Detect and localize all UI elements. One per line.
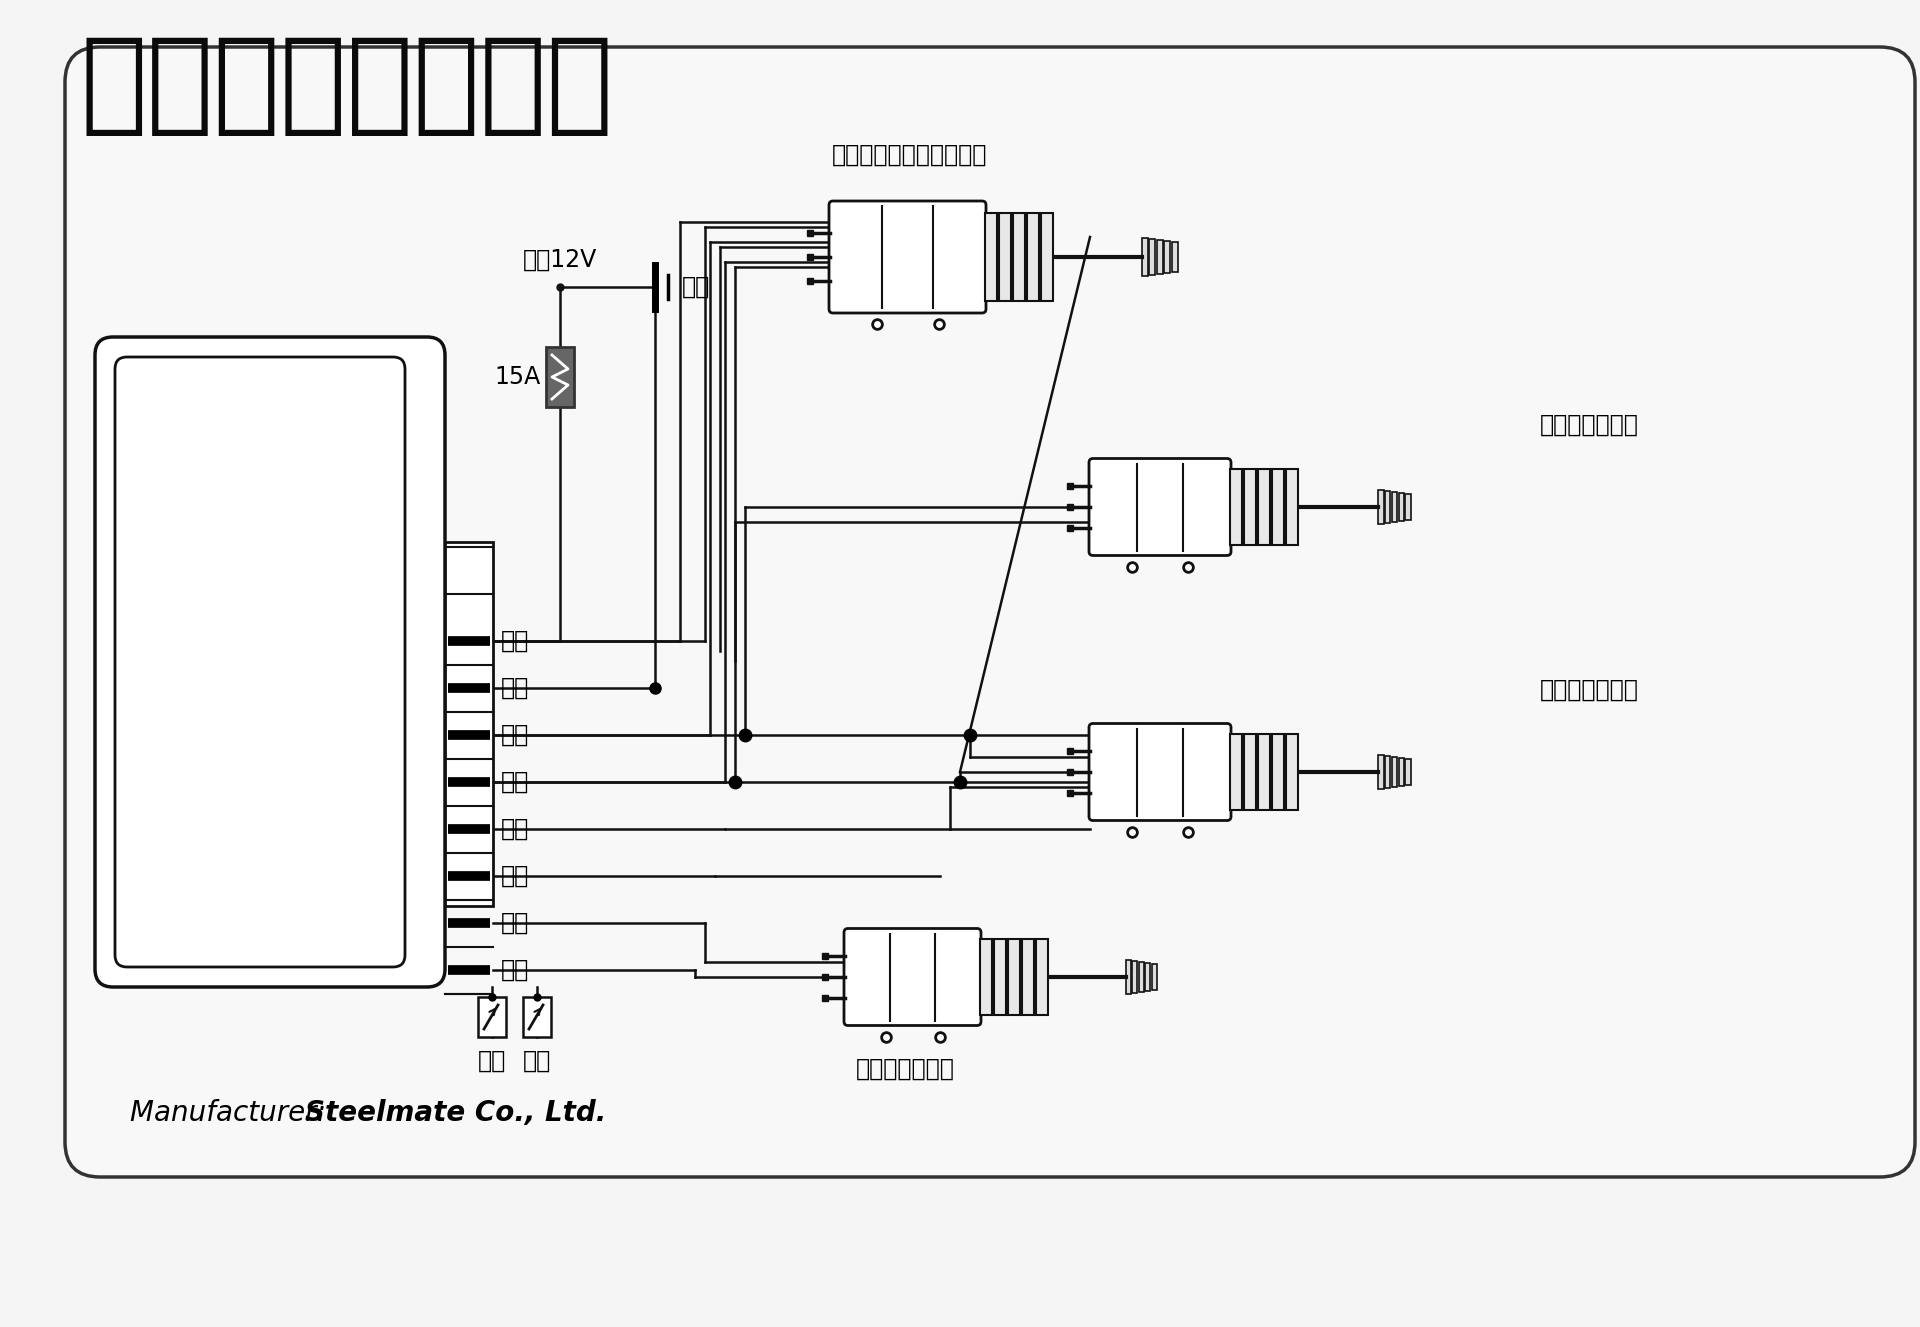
Bar: [1150, 239, 1156, 275]
Bar: [1152, 963, 1156, 990]
Text: 绿色: 绿色: [501, 723, 530, 747]
Text: 电池12V: 电池12V: [522, 248, 597, 272]
Bar: [1014, 214, 1025, 301]
Text: 白色: 白色: [501, 864, 530, 888]
Bar: [1027, 214, 1039, 301]
Bar: [1231, 468, 1242, 545]
Bar: [1125, 961, 1131, 994]
Bar: [1379, 491, 1384, 524]
Bar: [1286, 734, 1298, 809]
Text: 开锁: 开锁: [478, 1050, 507, 1074]
Bar: [1156, 240, 1164, 275]
Bar: [1392, 756, 1398, 787]
Bar: [1271, 734, 1284, 809]
Text: 关锁: 关锁: [522, 1050, 551, 1074]
Bar: [1041, 214, 1052, 301]
Bar: [1139, 962, 1144, 993]
Bar: [1037, 940, 1048, 1015]
Bar: [1405, 494, 1411, 520]
Bar: [1021, 940, 1035, 1015]
Text: Steelmate Co., Ltd.: Steelmate Co., Ltd.: [305, 1099, 607, 1127]
Text: 15A: 15A: [495, 365, 541, 389]
Bar: [1384, 756, 1390, 788]
Bar: [1144, 963, 1150, 991]
Text: 启动器马达后门: 启动器马达后门: [1540, 678, 1640, 702]
Bar: [1008, 940, 1020, 1015]
Bar: [1171, 242, 1177, 272]
Text: 接地: 接地: [682, 275, 710, 299]
FancyBboxPatch shape: [94, 337, 445, 987]
Text: 红色: 红色: [501, 629, 530, 653]
Text: 蓝色: 蓝色: [501, 770, 530, 794]
Bar: [1244, 734, 1256, 809]
Text: 启动器马达前门: 启动器马达前门: [856, 1058, 954, 1082]
Text: 启动器马达后门: 启动器马达后门: [1540, 413, 1640, 437]
FancyBboxPatch shape: [1089, 723, 1231, 820]
Bar: [998, 214, 1012, 301]
Text: 黑色: 黑色: [501, 675, 530, 701]
Bar: [1286, 468, 1298, 545]
Bar: [1398, 492, 1404, 522]
FancyBboxPatch shape: [829, 200, 987, 313]
Bar: [445, 541, 493, 906]
Bar: [1384, 491, 1390, 523]
FancyBboxPatch shape: [1089, 459, 1231, 556]
Bar: [1271, 468, 1284, 545]
FancyBboxPatch shape: [115, 357, 405, 967]
Bar: [1133, 961, 1137, 993]
Text: 中控锁接线示意图: 中控锁接线示意图: [81, 32, 612, 139]
Bar: [1405, 759, 1411, 786]
Bar: [522, 997, 551, 1036]
Bar: [478, 997, 507, 1036]
Bar: [995, 940, 1006, 1015]
Bar: [979, 940, 993, 1015]
Bar: [1379, 755, 1384, 788]
Bar: [1392, 492, 1398, 522]
Text: Manufacturer:: Manufacturer:: [131, 1099, 334, 1127]
Bar: [1244, 468, 1256, 545]
Text: 棕色: 棕色: [501, 817, 530, 841]
Bar: [985, 214, 996, 301]
Bar: [1231, 734, 1242, 809]
Text: 白色: 白色: [501, 958, 530, 982]
Text: 棕色: 棕色: [501, 912, 530, 936]
Bar: [545, 346, 574, 407]
FancyBboxPatch shape: [65, 46, 1914, 1177]
Bar: [1398, 758, 1404, 786]
Bar: [1142, 238, 1148, 276]
FancyBboxPatch shape: [845, 929, 981, 1026]
Bar: [1164, 240, 1169, 273]
Text: 启动器马达及开关驱动边: 启动器马达及开关驱动边: [831, 143, 987, 167]
Bar: [1258, 468, 1269, 545]
Bar: [1258, 734, 1269, 809]
